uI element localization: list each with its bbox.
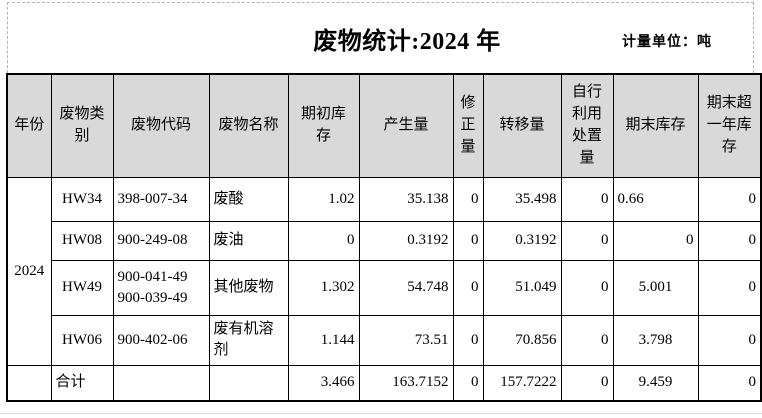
ending-stock-cell[interactable]: 5.001 — [612, 259, 699, 316]
code-cell-empty[interactable] — [112, 364, 210, 402]
header-waste-name[interactable]: 废物名称 — [208, 73, 289, 178]
code-cell[interactable]: 398-007-34 — [112, 176, 210, 222]
table-row-hw08: HW08 900-249-08 废油 0 0.3192 0 0.3192 0 0… — [7, 220, 762, 261]
ending-stock-over-one-year-cell[interactable]: 0 — [697, 314, 762, 366]
header-generated[interactable]: 产生量 — [358, 73, 454, 178]
code-cell[interactable]: 900-402-06 — [112, 314, 210, 366]
category-cell[interactable]: HW34 — [50, 176, 114, 222]
category-cell[interactable]: HW06 — [50, 314, 114, 366]
correction-cell[interactable]: 0 — [452, 176, 484, 222]
transferred-cell[interactable]: 35.498 — [482, 176, 562, 222]
ending-stock-over-one-year-cell[interactable]: 0 — [697, 259, 762, 316]
ending-stock-over-one-year-cell[interactable]: 0 — [697, 220, 762, 261]
table-row-hw49: HW49 900-041-49 900-039-49 其他废物 1.302 54… — [7, 259, 762, 316]
total-row: 合计 3.466 163.7152 0 157.7222 0 9.459 0 — [6, 364, 762, 402]
table-row-hw34: 2024 HW34 398-007-34 废酸 1.02 35.138 0 35… — [6, 176, 762, 366]
generated-cell[interactable]: 54.748 — [358, 259, 454, 316]
ending-stock-over-one-year-total-cell[interactable]: 0 — [697, 364, 762, 402]
measurement-unit-label: 计量单位：吨 — [622, 35, 712, 50]
name-cell[interactable]: 废有机溶剂 — [208, 314, 289, 366]
opening-stock-total-cell[interactable]: 3.466 — [287, 364, 360, 402]
code-cell[interactable]: 900-249-08 — [112, 220, 210, 261]
self-disposal-cell[interactable]: 0 — [560, 176, 614, 222]
code-cell[interactable]: 900-041-49 900-039-49 — [112, 259, 210, 316]
ending-stock-cell[interactable]: 0.66 — [612, 176, 699, 222]
correction-cell[interactable]: 0 — [452, 220, 484, 261]
total-label-cell[interactable]: 合计 — [50, 364, 114, 402]
header-correction[interactable]: 修 正 量 — [452, 73, 484, 178]
correction-total-cell[interactable]: 0 — [452, 364, 484, 402]
page-title: 废物统计:2024 年 — [313, 29, 501, 55]
header-year[interactable]: 年份 — [6, 73, 52, 178]
ending-stock-cell[interactable]: 3.798 — [612, 314, 699, 366]
year-cell[interactable]: 2024 — [6, 176, 52, 366]
self-disposal-total-cell[interactable]: 0 — [560, 364, 614, 402]
opening-stock-cell[interactable]: 1.302 — [287, 259, 360, 316]
header-waste-category[interactable]: 废物类 别 — [50, 73, 114, 178]
correction-cell[interactable]: 0 — [452, 314, 484, 366]
name-cell[interactable]: 废油 — [208, 220, 289, 261]
category-cell[interactable]: HW08 — [50, 220, 114, 261]
header-waste-code[interactable]: 废物代码 — [112, 73, 210, 178]
header-opening-stock[interactable]: 期初库 存 — [287, 73, 360, 178]
waste-statistics-table: 年份 废物类 别 废物代码 废物名称 期初库 存 产生量 修 正 量 转移量 自… — [6, 73, 762, 402]
year-cell-empty[interactable] — [6, 364, 52, 402]
transferred-total-cell[interactable]: 157.7222 — [482, 364, 562, 402]
sheet-gridline — [0, 413, 762, 414]
ending-stock-cell[interactable]: 0 — [612, 220, 699, 261]
correction-cell[interactable]: 0 — [452, 259, 484, 316]
generated-cell[interactable]: 35.138 — [358, 176, 454, 222]
name-cell-empty[interactable] — [208, 364, 289, 402]
header-ending-stock[interactable]: 期末库存 — [612, 73, 699, 178]
name-cell[interactable]: 废酸 — [208, 176, 289, 222]
opening-stock-cell[interactable]: 1.144 — [287, 314, 360, 366]
transferred-cell[interactable]: 0.3192 — [482, 220, 562, 261]
opening-stock-cell[interactable]: 1.02 — [287, 176, 360, 222]
category-cell[interactable]: HW49 — [50, 259, 114, 316]
header-self-disposal[interactable]: 自行 利用 处置 量 — [560, 73, 614, 178]
self-disposal-cell[interactable]: 0 — [560, 220, 614, 261]
header-transferred[interactable]: 转移量 — [482, 73, 562, 178]
self-disposal-cell[interactable]: 0 — [560, 314, 614, 366]
self-disposal-cell[interactable]: 0 — [560, 259, 614, 316]
header-row: 年份 废物类 别 废物代码 废物名称 期初库 存 产生量 修 正 量 转移量 自… — [6, 73, 762, 178]
transferred-cell[interactable]: 51.049 — [482, 259, 562, 316]
transferred-cell[interactable]: 70.856 — [482, 314, 562, 366]
table-row-hw06: HW06 900-402-06 废有机溶剂 1.144 73.51 0 70.8… — [7, 314, 762, 366]
header-ending-stock-over-one-year[interactable]: 期末超 一年库 存 — [697, 73, 762, 178]
ending-stock-over-one-year-cell[interactable]: 0 — [697, 176, 762, 222]
opening-stock-cell[interactable]: 0 — [287, 220, 360, 261]
generated-cell[interactable]: 73.51 — [358, 314, 454, 366]
generated-total-cell[interactable]: 163.7152 — [358, 364, 454, 402]
generated-cell[interactable]: 0.3192 — [358, 220, 454, 261]
ending-stock-total-cell[interactable]: 9.459 — [612, 364, 699, 402]
name-cell[interactable]: 其他废物 — [208, 259, 289, 316]
